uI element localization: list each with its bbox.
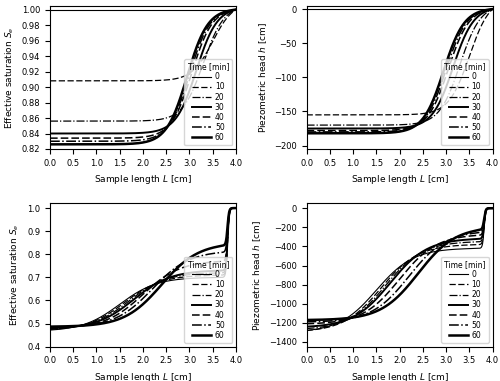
Y-axis label: Effective saturation $S_e$: Effective saturation $S_e$ bbox=[9, 224, 22, 326]
Legend: 0, 10, 20, 30, 40, 50, 60: 0, 10, 20, 30, 40, 50, 60 bbox=[184, 59, 232, 145]
Y-axis label: Effective saturation $S_e$: Effective saturation $S_e$ bbox=[4, 26, 16, 128]
X-axis label: Sample length $L$ [cm]: Sample length $L$ [cm] bbox=[94, 173, 192, 186]
X-axis label: Sample length $L$ [cm]: Sample length $L$ [cm] bbox=[350, 371, 448, 381]
Legend: 0, 10, 20, 30, 40, 50, 60: 0, 10, 20, 30, 40, 50, 60 bbox=[441, 59, 488, 145]
Y-axis label: Piezometric head $h$ [cm]: Piezometric head $h$ [cm] bbox=[257, 22, 268, 133]
Legend: 0, 10, 20, 30, 40, 50, 60: 0, 10, 20, 30, 40, 50, 60 bbox=[184, 257, 232, 343]
X-axis label: Sample length $L$ [cm]: Sample length $L$ [cm] bbox=[350, 173, 448, 186]
Legend: 0, 10, 20, 30, 40, 50, 60: 0, 10, 20, 30, 40, 50, 60 bbox=[441, 257, 488, 343]
X-axis label: Sample length $L$ [cm]: Sample length $L$ [cm] bbox=[94, 371, 192, 381]
Y-axis label: Piezometric head $h$ [cm]: Piezometric head $h$ [cm] bbox=[252, 219, 264, 331]
